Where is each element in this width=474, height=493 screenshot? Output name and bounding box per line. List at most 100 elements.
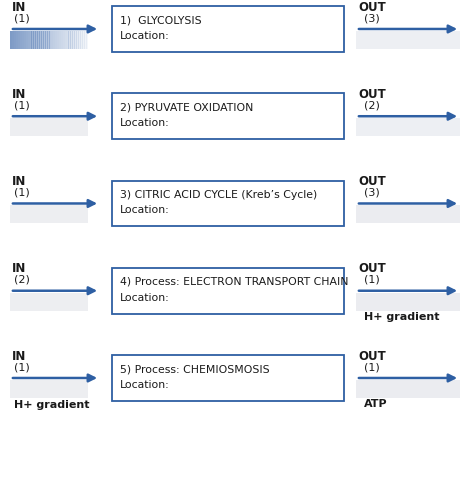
Text: IN: IN xyxy=(12,0,27,14)
Text: (1): (1) xyxy=(14,187,30,198)
Bar xyxy=(74,31,77,49)
Bar xyxy=(207,207,212,220)
Bar xyxy=(356,380,460,398)
Bar xyxy=(294,207,299,220)
Text: IN: IN xyxy=(12,175,27,188)
Bar xyxy=(63,31,65,49)
Bar xyxy=(37,31,40,49)
Bar xyxy=(55,31,57,49)
Bar xyxy=(249,207,254,220)
Bar xyxy=(199,207,204,220)
Bar xyxy=(356,118,460,136)
Bar xyxy=(69,31,71,49)
Bar xyxy=(31,31,34,49)
Text: ATP: ATP xyxy=(364,399,388,409)
Bar xyxy=(307,207,311,220)
Bar xyxy=(86,31,89,49)
Text: (3): (3) xyxy=(364,13,380,23)
Text: (3): (3) xyxy=(364,187,380,198)
Text: Location:: Location: xyxy=(120,206,170,215)
Bar xyxy=(112,180,344,226)
Bar xyxy=(303,207,308,220)
Bar xyxy=(170,32,336,46)
Bar xyxy=(356,206,460,223)
Bar xyxy=(66,31,69,49)
Bar xyxy=(12,31,14,49)
Text: IN: IN xyxy=(12,350,27,363)
Bar xyxy=(291,207,295,220)
Bar xyxy=(73,31,75,49)
Bar xyxy=(29,31,32,49)
Text: OUT: OUT xyxy=(358,0,386,14)
Bar xyxy=(53,31,55,49)
Bar xyxy=(14,31,16,49)
Bar xyxy=(187,207,191,220)
Bar xyxy=(220,207,225,220)
Bar xyxy=(39,31,42,49)
Bar xyxy=(49,31,52,49)
Text: 3) CITRIC ACID CYCLE (Kreb’s Cycle): 3) CITRIC ACID CYCLE (Kreb’s Cycle) xyxy=(120,189,317,200)
Bar xyxy=(78,31,81,49)
Bar xyxy=(10,118,88,136)
Text: 1)  GLYCOLYSIS: 1) GLYCOLYSIS xyxy=(120,15,201,25)
Text: IN: IN xyxy=(12,262,27,276)
Text: Location:: Location: xyxy=(120,293,170,303)
Bar xyxy=(237,207,241,220)
Bar xyxy=(16,31,18,49)
Bar xyxy=(311,207,316,220)
Text: OUT: OUT xyxy=(358,175,386,188)
Bar xyxy=(10,293,88,311)
Bar xyxy=(170,119,336,133)
Bar xyxy=(324,207,328,220)
Text: Location:: Location: xyxy=(120,31,170,41)
Bar xyxy=(232,207,237,220)
Text: H+ gradient: H+ gradient xyxy=(364,312,439,321)
Bar xyxy=(332,207,337,220)
Bar xyxy=(224,207,228,220)
Bar xyxy=(319,207,324,220)
Text: OUT: OUT xyxy=(358,262,386,276)
Bar xyxy=(170,294,336,308)
Bar xyxy=(18,31,20,49)
Bar xyxy=(356,31,460,49)
Bar xyxy=(261,207,266,220)
Bar xyxy=(112,268,344,314)
Bar xyxy=(10,380,88,398)
Bar xyxy=(33,31,36,49)
Text: Location:: Location: xyxy=(120,118,170,128)
Bar xyxy=(356,293,460,311)
Bar xyxy=(82,31,84,49)
Bar xyxy=(41,31,44,49)
Bar xyxy=(270,207,274,220)
Bar xyxy=(45,31,47,49)
Bar xyxy=(64,31,67,49)
Text: H+ gradient: H+ gradient xyxy=(14,400,90,410)
Bar xyxy=(71,31,73,49)
Bar xyxy=(36,31,38,49)
Bar xyxy=(228,207,233,220)
Bar xyxy=(170,207,174,220)
Bar xyxy=(191,207,195,220)
Text: (1): (1) xyxy=(14,362,30,372)
Bar xyxy=(59,31,61,49)
Bar xyxy=(216,207,220,220)
Bar xyxy=(84,31,87,49)
Bar xyxy=(80,31,82,49)
Bar xyxy=(27,31,30,49)
Bar xyxy=(178,207,183,220)
Text: OUT: OUT xyxy=(358,88,386,101)
Text: Location:: Location: xyxy=(120,380,170,390)
Bar xyxy=(24,31,26,49)
Text: (1): (1) xyxy=(364,275,380,285)
Bar xyxy=(286,207,291,220)
Bar xyxy=(203,207,208,220)
Bar xyxy=(328,207,332,220)
Bar xyxy=(10,31,12,49)
Bar xyxy=(253,207,258,220)
Bar xyxy=(265,207,270,220)
Bar xyxy=(112,355,344,401)
Bar xyxy=(61,31,63,49)
Bar xyxy=(170,381,336,395)
Bar xyxy=(47,31,49,49)
Bar xyxy=(174,207,179,220)
